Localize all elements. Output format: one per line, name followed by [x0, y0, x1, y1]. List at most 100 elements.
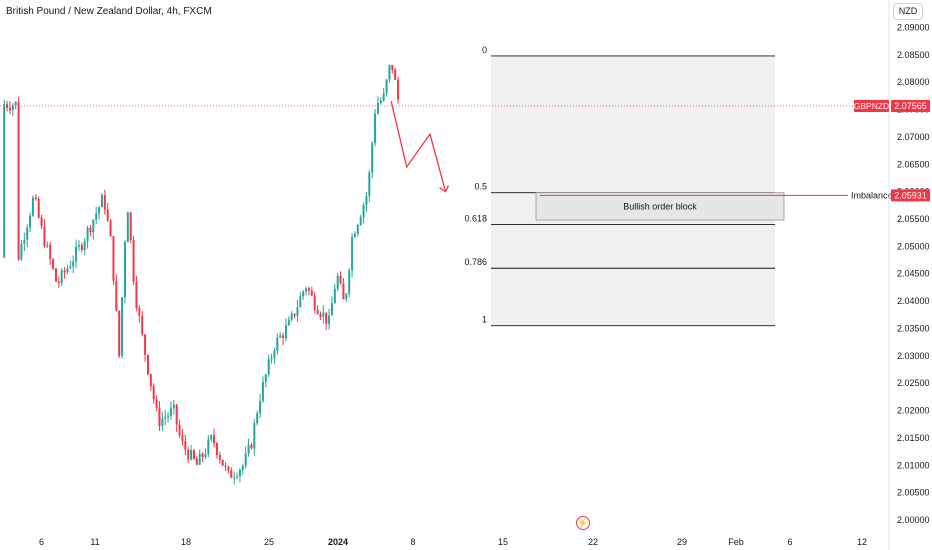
candle-body — [86, 227, 89, 242]
candle-body — [164, 417, 167, 419]
candle-body — [353, 233, 356, 238]
candle-body — [146, 354, 149, 375]
candle-body — [77, 245, 80, 247]
candle-body — [379, 100, 382, 103]
candle-body — [385, 79, 388, 94]
fib-level-label: 0 — [482, 45, 487, 55]
time-tick-label: 22 — [588, 537, 598, 547]
candle-body — [273, 350, 276, 358]
candle-body — [66, 268, 69, 273]
candle-body — [305, 288, 308, 292]
candle-body — [244, 453, 247, 466]
time-tick-label: 18 — [181, 537, 191, 547]
price-tick-label: 2.03000 — [897, 351, 930, 361]
candle-body — [299, 296, 302, 308]
candle-body — [236, 476, 239, 478]
time-tick-label: 8 — [410, 537, 415, 547]
candle-body — [172, 404, 175, 409]
time-tick-label: 15 — [498, 537, 508, 547]
price-tick-label: 2.00000 — [897, 515, 930, 525]
candle-body — [224, 465, 227, 467]
candle-body — [11, 105, 14, 111]
candle-body — [149, 374, 152, 387]
candle-body — [310, 290, 313, 296]
candle-body — [158, 407, 161, 426]
candle-body — [63, 270, 66, 273]
candle-body — [227, 466, 230, 471]
candle-body — [112, 236, 115, 281]
candle-body — [60, 270, 63, 283]
candle-body — [43, 226, 46, 247]
candle-body — [115, 280, 118, 311]
candle-body — [374, 113, 377, 144]
price-tick-label: 2.06500 — [897, 159, 930, 169]
axis-price-tags: GBPNZD 2.07565 2.05931 — [854, 99, 930, 202]
time-tick-label: 12 — [857, 537, 867, 547]
candle-body — [100, 195, 103, 208]
candle-body — [72, 261, 75, 267]
price-tick-label: 2.05500 — [897, 214, 930, 224]
candle-body — [29, 215, 32, 228]
fib-zone — [491, 55, 775, 326]
candle-body — [215, 443, 218, 455]
candle-body — [336, 275, 339, 289]
price-tick-label: 2.05000 — [897, 241, 930, 251]
candle-series — [3, 64, 400, 485]
annotations: Imbalance — [390, 101, 893, 200]
candle-body — [26, 227, 29, 240]
candle-body — [83, 241, 86, 251]
candle-body — [195, 458, 198, 465]
candle-body — [207, 439, 210, 455]
currency-selector[interactable]: NZD — [893, 3, 923, 20]
candle-body — [175, 404, 178, 425]
candle-body — [279, 335, 282, 338]
candle-body — [52, 259, 55, 269]
candle-body — [57, 281, 60, 283]
candle-body — [313, 295, 316, 310]
fib-level-label: 0.5 — [474, 182, 487, 192]
candle-body — [8, 107, 11, 111]
candle-body — [259, 400, 262, 414]
candle-body — [256, 413, 259, 424]
candle-body — [316, 309, 319, 314]
candle-body — [89, 227, 92, 233]
time-axis[interactable]: 6 11 18 25 2024 8 15 22 29 Feb 6 12 — [39, 537, 867, 547]
candle-body — [144, 334, 147, 355]
candle-body — [356, 224, 359, 234]
candle-body — [230, 470, 233, 478]
candle-body — [201, 453, 204, 457]
candle-body — [198, 453, 201, 465]
candle-body — [287, 319, 290, 326]
candle-body — [348, 270, 351, 294]
candle-body — [31, 197, 34, 216]
candle-body — [23, 239, 26, 244]
candle-body — [250, 444, 253, 449]
price-tick-label: 2.07000 — [897, 132, 930, 142]
candle-body — [184, 441, 187, 450]
candle-body — [126, 212, 129, 243]
bolt-icon[interactable]: ⚡ — [576, 516, 590, 530]
price-tick-label: 2.03500 — [897, 323, 930, 333]
candle-body — [14, 101, 17, 106]
price-tick-label: 2.01500 — [897, 433, 930, 443]
symbol-tag-label: GBPNZD — [854, 101, 889, 111]
candle-body — [333, 288, 336, 304]
symbol-tag — [854, 99, 889, 112]
candle-body — [178, 424, 181, 436]
candle-body — [181, 435, 184, 442]
candle-body — [296, 307, 299, 316]
imbalance-value: 2.05931 — [894, 190, 927, 200]
price-tick-label: 2.01000 — [897, 460, 930, 470]
price-tick-label: 2.02500 — [897, 378, 930, 388]
time-tick-label: Feb — [728, 537, 744, 547]
fibonacci-retracement[interactable]: 0 0.5 0.618 0.786 1 Bullish order block — [464, 45, 785, 327]
candle-body — [40, 217, 43, 227]
candle-body — [330, 303, 333, 316]
candle-body — [155, 399, 158, 408]
candle-body — [293, 313, 296, 316]
candle-body — [17, 101, 20, 260]
candle-body — [192, 450, 195, 459]
candle-body — [218, 454, 221, 460]
candle-body — [388, 65, 391, 80]
